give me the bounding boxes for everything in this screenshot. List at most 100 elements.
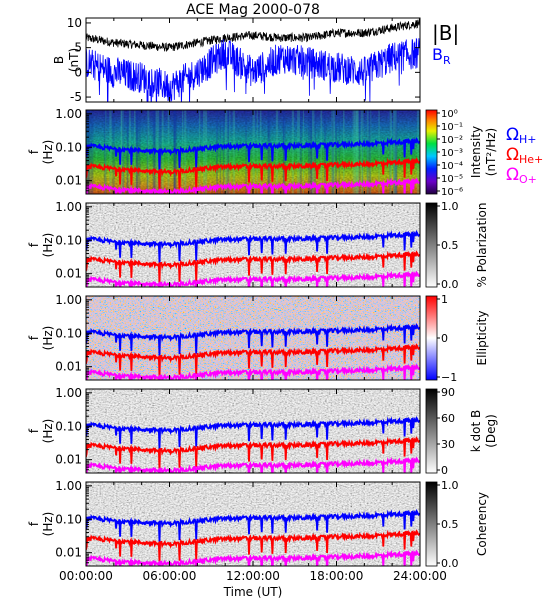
freq-tick-label: 0.10 (55, 233, 82, 247)
spectrogram-image (86, 482, 420, 566)
trace-omega-he (86, 343, 420, 378)
panel-ellipticity: 1.00 0.10 0.01 f (Hz) 1 0 −1 Ellipticity (27, 293, 489, 384)
freq-tick-label: 1.00 (55, 107, 82, 121)
freq-tick-label: 0.01 (55, 174, 82, 188)
x-axis: 00:00:00 06:00:00 12:00:00 18:00:00 24:00:00 (59, 569, 447, 583)
legend-omega-he: ΩHe+ (506, 145, 543, 166)
freq-tick-label: 0.10 (55, 140, 82, 154)
legend-omega-h: ΩH+ (506, 125, 537, 146)
colorbar-tick-label: 1 (441, 293, 448, 306)
colorbar-unit-kdotb: (Deg) (484, 414, 498, 448)
freq-tick-label: 1.00 (55, 293, 82, 307)
colorbar-title-intensity: Intensity (469, 126, 483, 178)
colorbar-tick-label: 10⁻² (441, 135, 463, 146)
trace-omega-h (86, 322, 420, 357)
spectrogram-image (86, 296, 420, 380)
colorbar-title-ellipticity: Ellipticity (475, 311, 489, 366)
freq-ylabel-unit: (Hz) (41, 512, 55, 537)
colorbar-tick-label: 90 (441, 386, 455, 399)
legend-omega-o: ΩO+ (506, 165, 537, 186)
colorbar-ellipticity (425, 295, 438, 381)
colorbar-title-kdotb: k dot B (469, 410, 483, 452)
panel-kdotb: 1.00 0.10 0.01 f (Hz) 90 60 30 0 k dot B (Deg) (27, 386, 498, 477)
trace-omega-h (86, 508, 420, 543)
colorbar-tick-label: 10⁻¹ (441, 122, 463, 133)
freq-tick-label: 0.10 (55, 326, 82, 340)
freq-ylabel-unit: (Hz) (41, 233, 55, 258)
x-tick-label: 18:00:00 (310, 569, 364, 583)
colorbar-tick-label: 60 (441, 412, 455, 425)
trace-omega-h (86, 136, 420, 171)
legend-b-r: BR (432, 45, 451, 67)
panel-polarization: 1.00 0.10 0.01 f (Hz) 1.0 0.5 0.0 % Polarization (27, 200, 489, 291)
freq-ylabel-unit: (Hz) (41, 326, 55, 351)
freq-ylabel: f (27, 521, 41, 526)
freq-tick-label: 1.00 (55, 200, 82, 214)
freq-tick-label: 0.10 (55, 419, 82, 433)
field-ylabel-unit: (nT) (67, 48, 81, 72)
series-b-total (86, 18, 420, 52)
trace-omega-he (86, 529, 420, 564)
chart-title: ACE Mag 2000-078 (186, 2, 320, 18)
x-tick-label: 00:00:00 (59, 569, 113, 583)
legend-b-total: |B| (432, 21, 459, 45)
colorbar-tick-label: 10⁻⁴ (441, 161, 463, 172)
spectrogram-image (86, 389, 420, 473)
colorbar-intensity (425, 109, 438, 195)
panel-coherency: 1.00 0.10 0.01 f (Hz) 1.0 0.5 0.0 Coherency (27, 479, 489, 570)
freq-ylabel: f (27, 428, 41, 433)
colorbar-tick-label: 10⁻⁵ (441, 174, 463, 185)
colorbar-tick-label: 1.0 (441, 200, 459, 213)
colorbar-tick-label: −1 (441, 371, 457, 384)
freq-tick-label: 1.00 (55, 386, 82, 400)
freq-tick-label: 1.00 (55, 479, 82, 493)
colorbar-tick-label: 0 (441, 464, 448, 477)
freq-tick-label: 0.01 (55, 267, 82, 281)
freq-ylabel-unit: (Hz) (41, 140, 55, 165)
series-b-r (86, 38, 420, 102)
field-ylabel-b: B (52, 56, 66, 64)
field-ytick-label: 5 (74, 41, 82, 55)
freq-ylabel: f (27, 149, 41, 154)
field-ytick-label: 10 (67, 16, 82, 30)
colorbar-tick-label: 0.0 (441, 278, 459, 291)
freq-tick-label: 0.01 (55, 360, 82, 374)
trace-omega-h (86, 415, 420, 450)
field-panel: 10 5 0 -5 B (nT) |B| BR (52, 16, 459, 104)
freq-ylabel: f (27, 335, 41, 340)
x-tick-label: 06:00:00 (143, 569, 197, 583)
colorbar-tick-label: 0 (441, 332, 448, 345)
freq-ylabel-unit: (Hz) (41, 419, 55, 444)
cyclotron-legend: ΩH+ ΩHe+ ΩO+ (506, 125, 543, 186)
x-tick-label: 24:00:00 (393, 569, 447, 583)
freq-tick-label: 0.10 (55, 512, 82, 526)
colorbar-tick-label: 0.0 (441, 557, 459, 570)
field-ytick-label: -5 (70, 90, 82, 104)
freq-ylabel: f (27, 242, 41, 247)
x-tick-label: 12:00:00 (226, 569, 280, 583)
colorbar-title-polarization: % Polarization (475, 203, 489, 288)
colorbar-unit-intensity: (nT²/Hz) (484, 128, 498, 176)
colorbar-tick-label: 1.0 (441, 479, 459, 492)
colorbar-tick-label: 10⁻⁶ (441, 187, 463, 198)
panel-intensity: 1.00 0.10 0.01 f (Hz) 10⁰ 10⁻¹ 10⁻² 10⁻³ 10⁻⁴ 10⁻⁵… (27, 107, 498, 198)
colorbar-title-coherency: Coherency (475, 492, 489, 556)
colorbar-tick-label: 10⁰ (441, 109, 458, 120)
trace-omega-h (86, 229, 420, 264)
x-axis-label: Time (UT) (223, 585, 283, 599)
colorbar-coherency (425, 481, 438, 567)
field-ytick-label: 0 (74, 65, 82, 79)
trace-omega-he (86, 157, 420, 192)
colorbar-polarization (425, 202, 438, 288)
trace-omega-he (86, 436, 420, 471)
colorbar-tick-label: 10⁻³ (441, 148, 463, 159)
colorbar-tick-label: 0.5 (441, 518, 459, 531)
freq-tick-label: 0.01 (55, 546, 82, 560)
colorbar-tick-label: 30 (441, 438, 455, 451)
freq-tick-label: 0.01 (55, 453, 82, 467)
colorbar-kdotb (425, 388, 438, 474)
trace-omega-he (86, 250, 420, 285)
spectrogram-image (86, 203, 420, 287)
colorbar-tick-label: 0.5 (441, 239, 459, 252)
